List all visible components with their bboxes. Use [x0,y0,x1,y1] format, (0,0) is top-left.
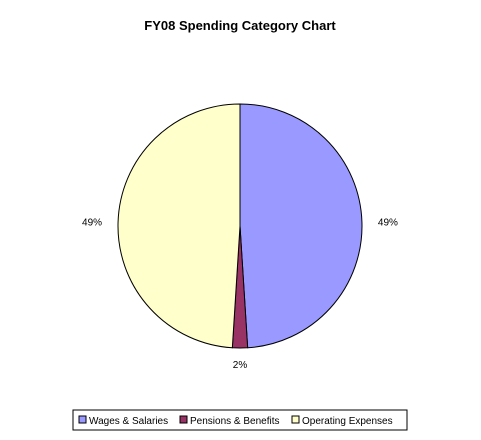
legend-label: Operating Expenses [302,416,393,427]
data-label: 49% [378,218,398,229]
data-label: 2% [233,360,248,371]
legend-swatch [179,415,188,424]
pie-slice-operating-expenses [117,103,241,349]
data-label: 49% [82,218,102,229]
legend-label: Wages & Salaries [89,416,168,427]
chart-title: FY08 Spending Category Chart [144,18,336,33]
legend-swatch [291,415,300,424]
legend-swatch [78,415,87,424]
data-labels: 49% 2% 49% [82,218,398,371]
pie-slices [117,103,363,349]
legend-frame [72,409,408,431]
pie-slice-wages-salaries [239,103,363,349]
legend-label: Pensions & Benefits [190,416,280,427]
legend: Wages & Salaries Pensions & Benefits Opera… [72,409,408,431]
